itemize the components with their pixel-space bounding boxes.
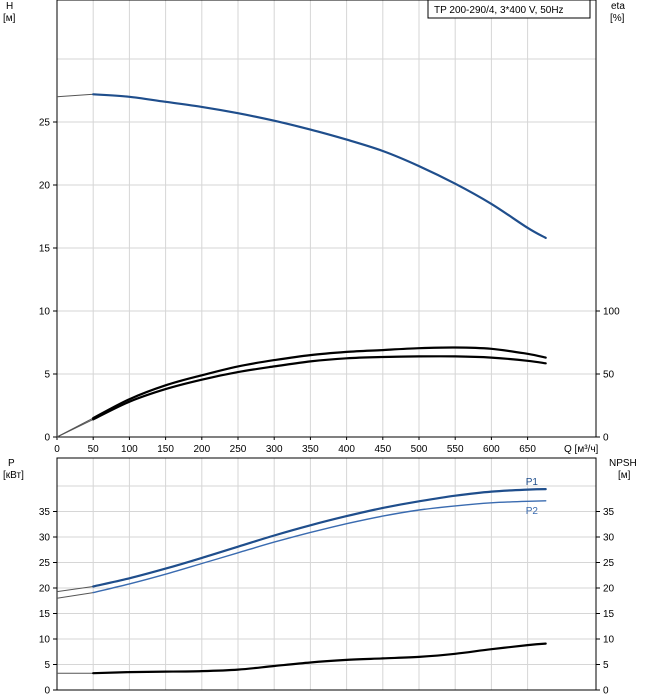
left-tick-label: 25 [39,118,51,129]
eta-curve-line [92,355,547,421]
series-extension-line [56,586,94,593]
power-axis-label: P [8,458,15,469]
left-tick-label: 25 [39,558,51,569]
head-axis-unit: [м] [3,13,16,24]
left-tick-label: 30 [39,533,51,544]
left-tick-label: 0 [44,686,50,697]
series-extension-line [56,418,94,438]
left-tick-label: 5 [44,660,50,671]
power-npsh-panel: 0 5 10 15 20 25 30 35 0 5 10 15 20 25 30 35 P1 P2 P [кВт… [3,457,637,697]
left-tick-label: 20 [39,181,51,192]
x-tick-label: 400 [338,444,355,455]
npsh-axis-label: NPSH [609,458,637,469]
power-axis-unit: [кВт] [3,470,24,481]
x-tick-label: 200 [193,444,210,455]
right-tick-label: 25 [603,558,615,569]
series-label-p1: P1 [526,477,539,488]
right-tick-label: 100 [603,307,620,318]
right-tick-label: 0 [603,686,609,697]
series-extension-line [56,93,94,98]
x-tick-label: 350 [302,444,319,455]
right-tick-label: 15 [603,609,615,620]
x-tick-label: 250 [230,444,247,455]
x-tick-label: 100 [121,444,138,455]
x-tick-label: 150 [157,444,174,455]
right-tick-label: 50 [603,370,615,381]
x-tick-label: 300 [266,444,283,455]
right-tick-label: 30 [603,533,615,544]
series-extension-line [56,592,94,599]
series-p1-line [92,488,547,588]
left-tick-label: 5 [44,370,50,381]
head-axis-label: H [6,1,13,12]
right-tick-label: 10 [603,635,615,646]
right-tick-label: 20 [603,584,615,595]
left-tick-label: 10 [39,635,51,646]
head-panel-grid [57,0,596,437]
x-tick-label: 0 [54,444,60,455]
power-npsh-panel-grid [57,458,596,690]
legend-box: TP 200-290/4, 3*400 V, 50Hz [427,0,591,19]
x-tick-label: 550 [447,444,464,455]
legend-text: TP 200-290/4, 3*400 V, 50Hz [434,5,564,16]
legend-frame [427,0,591,19]
left-tick-label: 0 [44,433,50,444]
eta-axis-unit: [%] [610,13,625,24]
x-tick-label: 650 [519,444,536,455]
right-tick-label: 0 [603,433,609,444]
right-tick-label: 35 [603,507,615,518]
x-tick-label: 450 [374,444,391,455]
power-npsh-panel-ticks: 0 5 10 15 20 25 30 35 0 5 10 15 20 25 30 35 [39,507,615,697]
head-curve-line [92,93,547,239]
npsh-curve-line [92,642,547,675]
x-tick-label: 600 [483,444,500,455]
x-axis-label: Q [м³/ч] [564,444,599,455]
left-tick-label: 10 [39,307,51,318]
left-tick-label: 15 [39,609,51,620]
x-tick-label: 500 [411,444,428,455]
series-p2-line [92,500,547,594]
left-tick-label: 15 [39,244,51,255]
left-tick-label: 20 [39,584,51,595]
left-tick-label: 35 [39,507,51,518]
eta-axis-label: eta [611,1,625,12]
npsh-axis-unit: [м] [618,470,631,481]
eta-curve-line [92,346,547,420]
power-npsh-panel-frame [56,457,597,691]
power-npsh-panel-series: P1 P2 [56,477,547,675]
x-tick-label: 50 [88,444,100,455]
head-panel-frame [56,0,597,438]
right-tick-label: 5 [603,660,609,671]
series-label-p2: P2 [526,506,539,517]
head-panel-series [56,93,547,438]
